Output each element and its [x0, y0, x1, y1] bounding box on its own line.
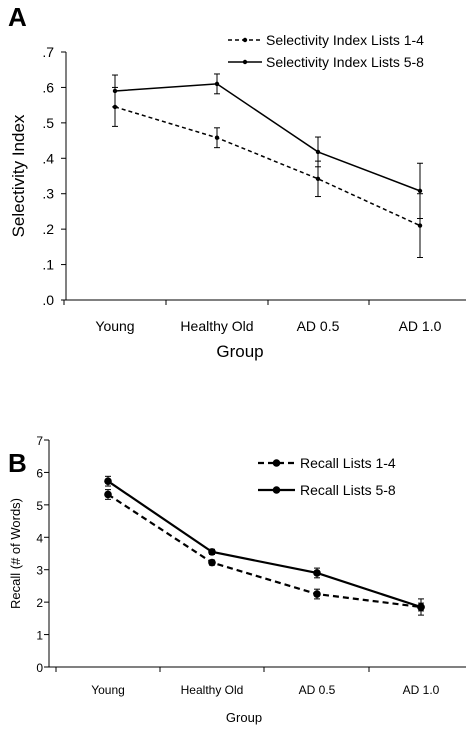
panel-a-x-tick-label: Young: [95, 318, 134, 334]
panel-a-series-line-1: [114, 106, 421, 227]
panel-a-data-point: [214, 81, 220, 87]
panel-b-x-tick-label: Young: [91, 683, 125, 697]
panel-a-data-point: [417, 223, 423, 228]
panel-a-legend-marker-2: [242, 59, 248, 65]
panel-a-legend-marker-1: [242, 37, 248, 43]
panel-a-x-tick-label: AD 1.0: [399, 318, 442, 334]
panel-b-y-tick-label: 2: [36, 596, 43, 610]
panel-b-y-axis-label: Recall (# of Words): [8, 498, 23, 609]
panel-b-y-tick-label: 6: [36, 466, 43, 480]
panel-a-letter: A: [8, 2, 27, 32]
panel-b-legend-label-2: Recall Lists 5-8: [300, 482, 396, 498]
panel-a-y-tick-label: .0: [42, 292, 54, 308]
panel-a-y-tick-label: .1: [42, 257, 54, 273]
panel-b-x-tick-label: AD 0.5: [299, 683, 336, 697]
panel-b-legend-label-1: Recall Lists 1-4: [300, 455, 396, 471]
panel-b-data-point: [313, 590, 321, 598]
panel-a-data-point: [112, 88, 118, 94]
panel-a-legend-label-2: Selectivity Index Lists 5-8: [266, 54, 424, 70]
panel-a-data-point: [315, 149, 321, 155]
panel-a-data-point: [214, 135, 220, 140]
panel-b-data-point: [417, 603, 425, 611]
panel-a-data-point: [315, 176, 321, 182]
panel-b-x-tick-label: AD 1.0: [403, 683, 440, 697]
panel-b-letter: B: [8, 448, 27, 478]
panel-a-data-point: [417, 188, 423, 194]
panel-a-legend-label-1: Selectivity Index Lists 1-4: [266, 32, 424, 48]
panel-b-x-axis-label: Group: [226, 710, 262, 725]
panel-a-y-tick-label: .5: [42, 115, 54, 131]
panel-b-y-tick-label: 1: [36, 629, 43, 643]
panel-b-x-tick-label: Healthy Old: [181, 683, 244, 697]
panel-a-x-tick-label: AD 0.5: [297, 318, 340, 334]
panel-b-y-tick-label: 3: [36, 564, 43, 578]
panel-b-data-point: [104, 477, 112, 485]
panel-b-data-point: [104, 490, 112, 499]
panel-b-y-tick-label: 0: [36, 661, 43, 675]
panel-a-y-axis-label: Selectivity Index: [9, 114, 28, 237]
panel-b-data-point: [208, 548, 216, 556]
panel-a-y-tick-label: .3: [42, 186, 54, 202]
panel-b-y-tick-label: 5: [36, 499, 43, 513]
panel-a-x-axis-label: Group: [216, 342, 263, 361]
panel-b-data-point: [313, 569, 321, 577]
panel-b-y-tick-label: 7: [36, 434, 43, 448]
panel-a-y-tick-label: .6: [42, 79, 54, 95]
panel-b-legend-marker-1: [272, 459, 281, 467]
panel-a-y-tick-label: .4: [42, 150, 54, 166]
panel-b-series-line-1: [107, 493, 422, 609]
panel-a-y-tick-label: .7: [42, 44, 54, 60]
panel-b-series-line-2: [107, 480, 422, 609]
panel-a-x-tick-label: Healthy Old: [180, 318, 253, 334]
panel-a-series-line-2: [114, 83, 421, 192]
panel-b-y-tick-label: 4: [36, 531, 43, 545]
panel-a-y-tick-label: .2: [42, 221, 54, 237]
panel-b-legend-marker-2: [272, 486, 281, 494]
panel-b-data-point: [208, 558, 216, 567]
